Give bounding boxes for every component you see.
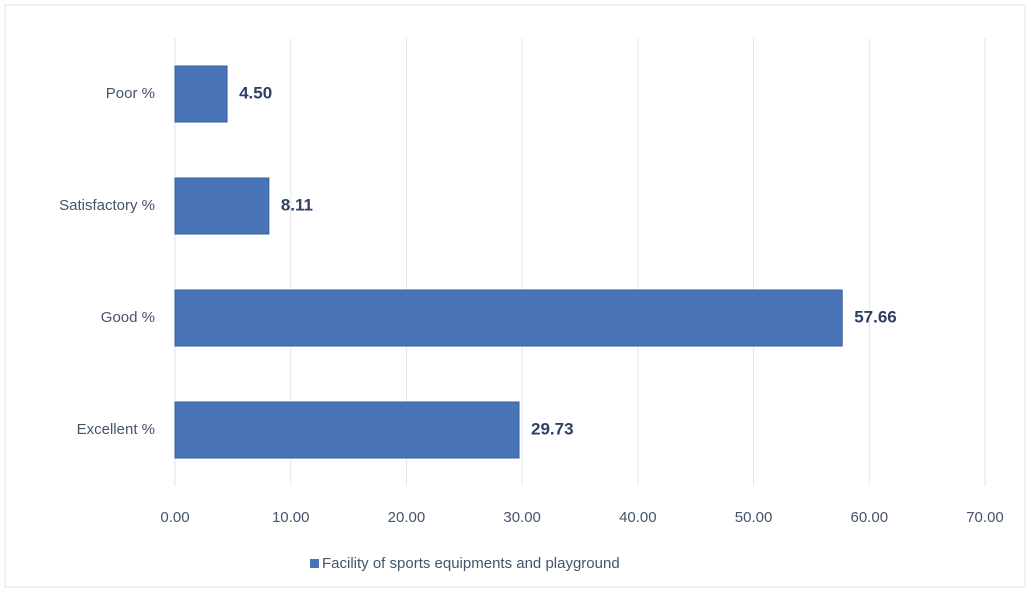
bar (174, 401, 520, 459)
x-tick-label: 40.00 (619, 509, 657, 526)
data-label: 29.73 (531, 419, 574, 438)
y-tick-label: Excellent % (77, 421, 155, 438)
x-tick-label: 60.00 (851, 509, 889, 526)
data-label: 4.50 (239, 83, 272, 102)
data-label: 8.11 (281, 195, 313, 214)
x-tick-label: 10.00 (272, 509, 310, 526)
x-tick-label: 0.00 (160, 509, 189, 526)
x-tick-label: 20.00 (388, 509, 426, 526)
y-tick-label: Good % (101, 309, 155, 326)
x-tick-label: 30.00 (503, 509, 541, 526)
bar (174, 65, 228, 123)
x-tick-label: 50.00 (735, 509, 773, 526)
x-tick-label: 70.00 (966, 509, 1004, 526)
legend-marker (310, 559, 319, 568)
legend-label: Facility of sports equipments and playgr… (322, 555, 620, 572)
bar (174, 289, 843, 347)
bar (174, 177, 270, 235)
y-tick-label: Poor % (106, 85, 155, 102)
y-tick-label: Satisfactory % (59, 197, 155, 214)
data-label: 57.66 (854, 307, 897, 326)
